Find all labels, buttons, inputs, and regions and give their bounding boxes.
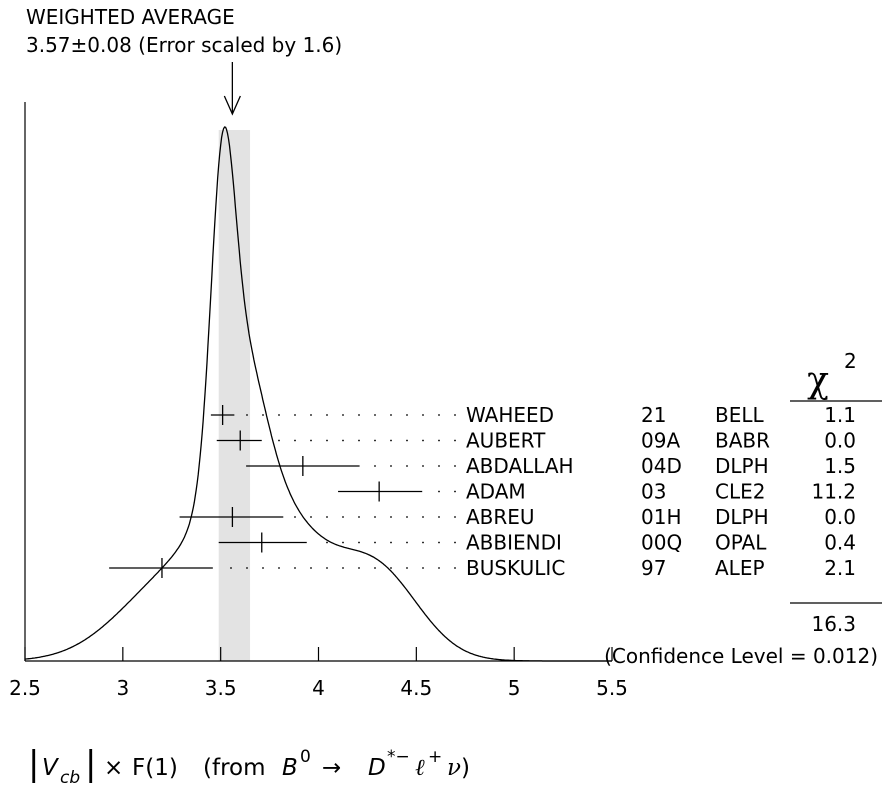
measurement-chi2: 2.1 [824, 556, 856, 580]
x-tick-label: 4 [312, 676, 325, 700]
measurement-name: BUSKULIC [466, 556, 565, 580]
x-tick-label: 3 [116, 676, 129, 700]
x-tick-label: 4.5 [400, 676, 432, 700]
measurement-row: ABBIENDI 00Q OPAL 0.4 [218, 531, 856, 555]
chi2-power: 2 [844, 349, 857, 373]
measurement-experiment: BELL [715, 403, 765, 427]
measurement-year: 03 [641, 480, 666, 504]
xlabel-ell-sup: + [428, 747, 442, 767]
measurement-experiment: BABR [715, 429, 770, 453]
x-tick-label: 5 [508, 676, 521, 700]
xlabel-ell: ℓ [415, 755, 425, 781]
measurement-chi2: 0.0 [824, 505, 856, 529]
measurement-row: WAHEED 21 BELL 1.1 [210, 403, 856, 427]
dot-leader [278, 439, 456, 442]
measurement-year: 01H [641, 505, 682, 529]
measurement-year: 21 [641, 403, 666, 427]
xlabel-close: ) [461, 755, 470, 781]
xlabel-abs-close: | [85, 744, 96, 784]
measurement-row: ABREU 01H DLPH 0.0 [179, 505, 856, 529]
measurement-name: AUBERT [466, 429, 546, 453]
measurement-row: ABDALLAH 04D DLPH 1.5 [246, 454, 856, 478]
dot-leader [230, 567, 456, 569]
xlabel-times: × [104, 755, 123, 781]
chi2-total: 16.3 [811, 612, 856, 636]
x-tick-label: 3.5 [205, 676, 237, 700]
average-value: 3.57±0.08 (Error scaled by 1.6) [26, 33, 342, 57]
measurement-year: 00Q [641, 531, 682, 555]
measurement-row: AUBERT 09A BABR 0.0 [216, 429, 856, 453]
average-band [218, 130, 251, 661]
xlabel-nu: ν [447, 755, 461, 781]
xlabel-v: V [42, 755, 60, 781]
measurement-experiment: CLE2 [715, 480, 765, 504]
dot-leader [374, 465, 456, 467]
x-axis-label: | V cb | × F(1) (from B 0 → D *− ℓ + ν ) [28, 744, 470, 788]
measurement-experiment: ALEP [715, 556, 765, 580]
xlabel-arrow: → [322, 755, 341, 781]
xlabel-b-sup: 0 [300, 747, 311, 767]
dot-leader [246, 414, 456, 416]
xlabel-v-sub: cb [60, 768, 80, 788]
measurement-chi2: 0.4 [824, 531, 856, 555]
measurement-chi2: 1.1 [824, 403, 856, 427]
measurement-row: ADAM 03 CLE2 11.2 [338, 480, 856, 504]
measurement-year: 97 [641, 556, 666, 580]
xlabel-d: D [368, 755, 386, 781]
xlabel-d-sup: *− [387, 747, 410, 767]
xlabel-f: F(1) [132, 755, 178, 781]
measurement-experiment: OPAL [715, 531, 767, 555]
measurement-name: ABBIENDI [466, 531, 562, 555]
measurement-year: 04D [641, 454, 682, 478]
x-tick-label: 5.5 [596, 676, 628, 700]
measurement-name: ABREU [466, 505, 535, 529]
dot-leader [326, 541, 456, 544]
xlabel-b: B [282, 755, 298, 781]
xlabel-from: (from [203, 755, 266, 781]
average-title: WEIGHTED AVERAGE [26, 5, 235, 29]
dot-leader [294, 516, 456, 518]
measurement-row: BUSKULIC 97 ALEP 2.1 [109, 556, 856, 580]
dot-leader [438, 490, 456, 493]
measurement-chi2: 1.5 [824, 454, 856, 478]
measurement-experiment: DLPH [715, 454, 769, 478]
ideogram-curve [24, 126, 612, 662]
measurement-name: WAHEED [466, 403, 554, 427]
measurement-year: 09A [641, 429, 680, 453]
x-ticks: 2.5 3 3.5 4 4.5 5 5.5 [9, 647, 628, 700]
measurement-name: ADAM [466, 480, 526, 504]
measurement-name: ABDALLAH [466, 454, 574, 478]
measurements: WAHEED 21 BELL 1.1 AUBERT 09A BABR 0.0 ABDALLAH 0… [109, 403, 856, 580]
xlabel-abs-open: | [28, 744, 39, 784]
confidence-level: (Confidence Level = 0.012) [604, 644, 878, 668]
measurement-experiment: DLPH [715, 505, 769, 529]
measurement-chi2: 0.0 [824, 429, 856, 453]
measurement-chi2: 11.2 [811, 480, 856, 504]
chi2-symbol: χ [807, 360, 829, 401]
x-tick-label: 2.5 [9, 676, 41, 700]
average-arrow-icon [223, 62, 241, 116]
chi2-header: χ 2 [790, 349, 882, 402]
